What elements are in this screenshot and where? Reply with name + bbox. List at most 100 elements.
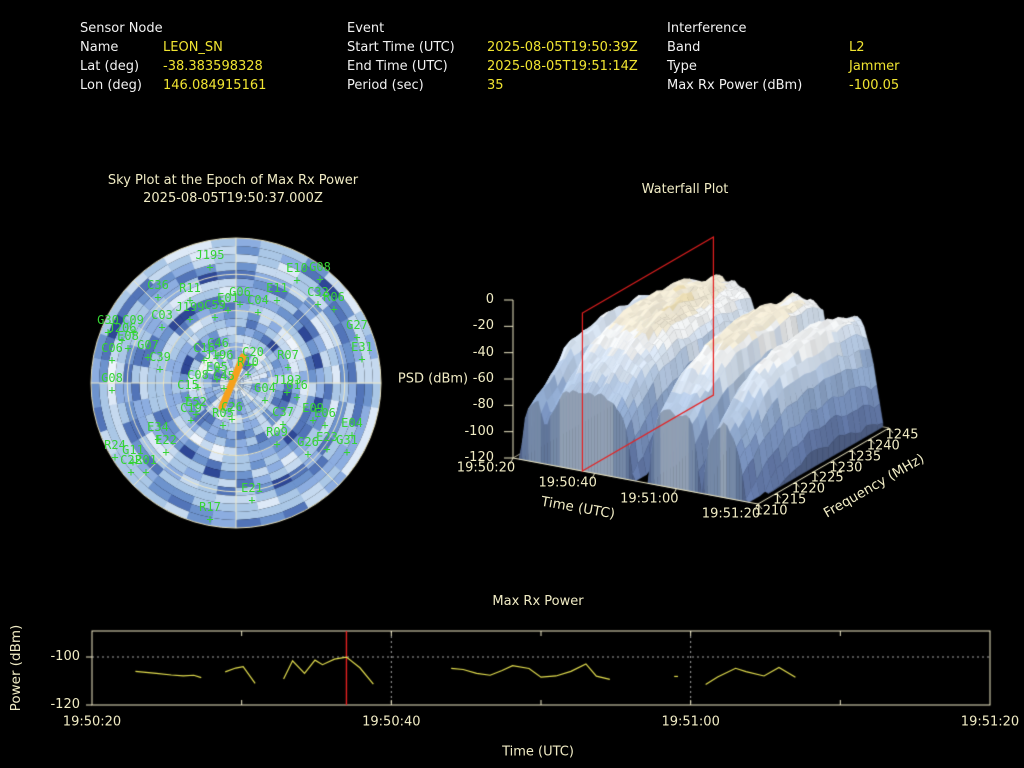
power-ytick-label: -100	[50, 649, 80, 664]
satellite-marker: +	[154, 290, 162, 304]
interference-title: Interference	[667, 21, 747, 36]
power-xtick-label: 19:51:20	[960, 714, 1020, 730]
satellite-label: E06	[314, 406, 336, 420]
satellite-marker: +	[213, 372, 221, 386]
satellite-marker: +	[228, 412, 236, 426]
satellite-label: E31	[351, 340, 373, 354]
skyplot-subtitle: 2025-08-05T19:50:37.000Z	[143, 191, 323, 206]
satellite-label: R17	[199, 500, 221, 514]
satellite-marker: +	[323, 442, 331, 456]
satellite-label: C09	[122, 313, 144, 327]
satellite-marker: +	[214, 348, 222, 362]
satellite-marker: +	[186, 293, 194, 307]
sensor-name-value: LEON_SN	[163, 40, 223, 55]
satellite-label: E05	[206, 360, 228, 374]
satellite-label: J195	[195, 248, 225, 262]
satellite-label: E23	[316, 430, 338, 444]
skyplot-title: Sky Plot at the Epoch of Max Rx Power	[107, 173, 359, 188]
event-start-value: 2025-08-05T19:50:39Z	[487, 40, 638, 55]
satellite-label: C45	[213, 369, 235, 383]
satellite-label: E08	[117, 329, 139, 343]
sensor-lon-label: Lon (deg)	[80, 78, 142, 93]
satellite-marker: +	[284, 360, 292, 374]
waterfall-freq-tick-label: 1210	[754, 503, 788, 519]
satellite-marker: +	[273, 293, 281, 307]
satellite-marker: +	[129, 325, 137, 339]
psd-tick-label: 0	[485, 292, 494, 307]
satellite-label: C06	[101, 341, 123, 355]
psd-tick-label: -120	[464, 450, 494, 465]
satellite-marker: +	[118, 333, 126, 347]
satellite-marker: +	[104, 325, 112, 339]
satellite-label: C08	[187, 368, 209, 382]
satellite-label: J196	[204, 348, 234, 362]
satellite-marker: +	[206, 512, 214, 526]
satellite-marker: +	[127, 465, 135, 479]
event-period-value: 35	[487, 78, 504, 93]
satellite-marker: +	[316, 272, 324, 286]
satellite-marker: +	[314, 297, 322, 311]
satellite-marker: +	[283, 385, 291, 399]
satellite-marker: +	[330, 302, 338, 316]
satellite-marker: +	[358, 352, 366, 366]
waterfall-freq-tick-label: 1220	[791, 481, 825, 497]
satellite-marker: +	[244, 367, 252, 381]
satellite-label: C04	[247, 293, 269, 307]
satellite-marker: +	[279, 417, 287, 431]
satellite-label: R07	[277, 348, 299, 362]
satellite-label: J193	[272, 373, 302, 387]
power-xtick-label: 19:50:20	[62, 714, 122, 730]
power-ytick-label: -120	[50, 697, 80, 712]
satellite-marker: +	[273, 437, 281, 451]
satellite-label: J206	[107, 321, 137, 335]
waterfall-freq-tick-label: 1225	[810, 470, 844, 486]
satellite-marker: +	[224, 303, 232, 317]
satellite-marker: +	[309, 413, 317, 427]
satellite-label: E11	[266, 281, 288, 295]
satellite-label: C15	[177, 378, 199, 392]
satellite-marker: +	[293, 273, 301, 287]
satellite-marker: +	[220, 381, 228, 395]
waterfall-time-tick-label: 19:51:00	[620, 491, 679, 507]
sensor-lat-label: Lat (deg)	[80, 59, 140, 74]
waterfall-freq-tick-label: 1240	[866, 438, 900, 454]
satellite-label: C19	[180, 401, 202, 415]
interference-power-label: Max Rx Power (dBm)	[667, 78, 803, 93]
interference-band-label: Band	[667, 40, 701, 55]
satellite-label: G16	[286, 378, 308, 392]
satellite-label: C03	[151, 308, 173, 322]
power-xtick-label: 19:51:00	[661, 714, 720, 730]
satellite-label: R05	[212, 406, 234, 420]
satellite-marker: +	[219, 418, 227, 432]
waterfall-time-tick-label: 19:50:40	[538, 475, 597, 491]
interference-type-value: Jammer	[849, 59, 900, 74]
satellite-marker: +	[129, 455, 137, 469]
satellite-label: C36	[147, 278, 169, 292]
satellite-label: C32	[307, 285, 329, 299]
waterfall-freq-tick-label: 1235	[848, 449, 882, 465]
satellite-marker: +	[158, 320, 166, 334]
psd-tick-label: -100	[464, 423, 494, 439]
satellite-marker: +	[353, 330, 361, 344]
satellite-marker: +	[144, 350, 152, 364]
event-end-label: End Time (UTC)	[347, 59, 448, 74]
satellite-label: C26	[221, 400, 243, 414]
satellite-label: E01	[217, 291, 239, 305]
satellite-marker: +	[154, 432, 162, 446]
satellite-label: R24	[104, 438, 126, 452]
satellite-label: E22	[155, 433, 177, 447]
waterfall-title: Waterfall Plot	[641, 182, 729, 197]
satellite-marker: +	[156, 362, 164, 376]
satellite-marker: +	[186, 312, 194, 326]
waterfall-freq-tick-label: 1230	[829, 460, 863, 476]
satellite-marker: +	[293, 390, 301, 404]
satellite-label: G08	[101, 371, 123, 385]
satellite-label: E09	[302, 401, 324, 415]
satellite-marker: +	[124, 341, 132, 355]
satellite-label: G26	[297, 435, 319, 449]
satellite-label: G04	[254, 381, 276, 395]
satellite-label: R11	[179, 281, 201, 295]
satellite-label: J199	[175, 300, 205, 314]
satellite-marker: +	[321, 418, 329, 432]
